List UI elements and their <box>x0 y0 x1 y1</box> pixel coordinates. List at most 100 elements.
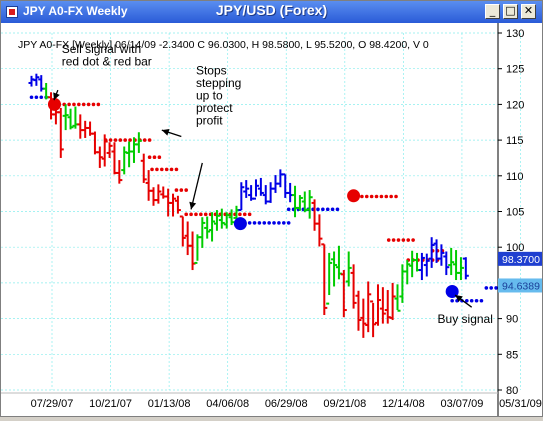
stop-dot <box>81 102 86 107</box>
stop-dot <box>494 286 498 290</box>
ohlc-bar <box>448 247 455 276</box>
sell-signal-dot <box>47 97 61 111</box>
stop-price-box: 94.6389 <box>498 278 542 293</box>
annotation-text: Buy signal <box>438 312 493 326</box>
ohlc-bar <box>292 185 299 218</box>
ohlc-bar <box>62 104 69 131</box>
y-tick-label: 125 <box>506 64 524 76</box>
stop-dot <box>91 102 96 107</box>
arrow-head <box>53 92 60 101</box>
stop-dot <box>277 221 281 225</box>
stop-dot <box>282 221 286 225</box>
stop-dot <box>203 212 208 217</box>
stop-dot <box>257 221 262 225</box>
x-tick-label: 09/21/08 <box>323 398 366 410</box>
ohlc-bar <box>331 251 338 287</box>
ohlc-bar <box>204 216 211 239</box>
stop-dot <box>272 221 276 225</box>
maximize-button[interactable]: □ <box>503 4 518 19</box>
arrow-head <box>455 295 463 302</box>
annotation-arrow <box>190 162 203 210</box>
ohlc-bar <box>296 195 303 211</box>
x-tick-label: 01/13/08 <box>148 398 191 410</box>
ohlc-bar <box>287 182 294 203</box>
stop-dot <box>108 138 113 142</box>
stop-dot <box>123 138 127 142</box>
ohlc-bar <box>277 169 284 188</box>
chart-info-line: JPY A0-FX [Weekly] 06/14/09 -2.3400 C 96… <box>18 39 429 51</box>
stop-dot <box>286 207 291 212</box>
stop-dot <box>384 194 389 199</box>
y-tick-label: 90 <box>506 314 518 326</box>
stop-dot <box>157 155 162 160</box>
ohlc-bar <box>418 252 425 281</box>
buy-signal-dot <box>233 217 247 231</box>
x-tick-label: 06/29/08 <box>265 398 308 410</box>
stop-dot <box>189 212 193 217</box>
ohlc-bar <box>267 182 274 203</box>
ohlc-bar <box>170 193 177 217</box>
ohlc-bar <box>389 282 396 321</box>
stop-dot <box>238 212 242 217</box>
stop-dot <box>160 167 164 172</box>
ohlc-bar <box>311 199 318 231</box>
stop-dot <box>401 238 406 242</box>
ohlc-bar <box>135 132 142 153</box>
close-button[interactable]: ✕ <box>521 4 536 19</box>
ohlc-bar <box>370 300 377 338</box>
stop-dot <box>360 194 364 199</box>
x-tick-label: 10/21/07 <box>89 398 132 410</box>
ohlc-bar <box>243 180 250 198</box>
stop-dot <box>321 207 325 212</box>
y-tick-label: 120 <box>506 99 524 111</box>
minimize-button[interactable]: _ <box>485 4 500 19</box>
y-tick-label: 85 <box>506 349 518 361</box>
ohlc-bar <box>462 257 469 280</box>
stop-dot <box>67 102 71 107</box>
annotation-text: up to <box>196 88 223 102</box>
ohlc-bar <box>77 114 84 139</box>
stop-dot <box>39 95 44 100</box>
x-tick-label: 07/29/07 <box>31 398 74 410</box>
sell-signal-dot <box>347 189 361 203</box>
price-chart: 8085909510010511011512012513007/29/0710/… <box>1 23 542 416</box>
annotation-text: stepping <box>196 76 241 90</box>
title-bar[interactable]: JPY A0-FX Weekly JPY/USD (Forex) _ □ ✕ <box>1 1 542 23</box>
ohlc-bar <box>106 142 113 158</box>
ohlc-bar <box>101 134 108 167</box>
stop-dot <box>386 238 391 242</box>
ohlc-bar <box>145 170 152 201</box>
stop-dot <box>316 207 320 212</box>
ohlc-bar <box>306 190 313 219</box>
y-tick-label: 130 <box>506 28 524 40</box>
stop-dot <box>474 298 479 303</box>
ohlc-bar <box>399 264 406 303</box>
stop-dot <box>194 212 198 217</box>
stop-dot <box>286 221 291 225</box>
stop-dot <box>174 188 179 192</box>
ohlc-bar <box>340 270 347 318</box>
last-price-box: 98.3700 <box>498 251 542 266</box>
ohlc-bar <box>316 214 323 247</box>
ohlc-bar <box>355 290 362 331</box>
stop-dot <box>335 207 340 212</box>
stop-dot <box>128 138 132 142</box>
ohlc-bar <box>423 253 430 277</box>
chart-area: 8085909510010511011512012513007/29/0710/… <box>1 23 542 416</box>
y-tick-label: 115 <box>506 135 524 147</box>
stop-dot <box>147 138 152 142</box>
stop-dot <box>411 238 415 242</box>
stop-dot <box>242 212 247 217</box>
stop-dot <box>469 298 474 303</box>
ohlc-bar <box>28 75 35 87</box>
stop-dot <box>325 207 330 212</box>
ohlc-bar <box>443 251 450 276</box>
stop-dot <box>152 155 157 160</box>
ohlc-bar <box>414 252 421 272</box>
ohlc-bar <box>404 260 411 285</box>
stop-dot <box>374 194 379 199</box>
ohlc-bar <box>126 141 133 168</box>
x-tick-label: 05/31/09 <box>499 398 542 410</box>
ohlc-bar <box>209 212 216 242</box>
